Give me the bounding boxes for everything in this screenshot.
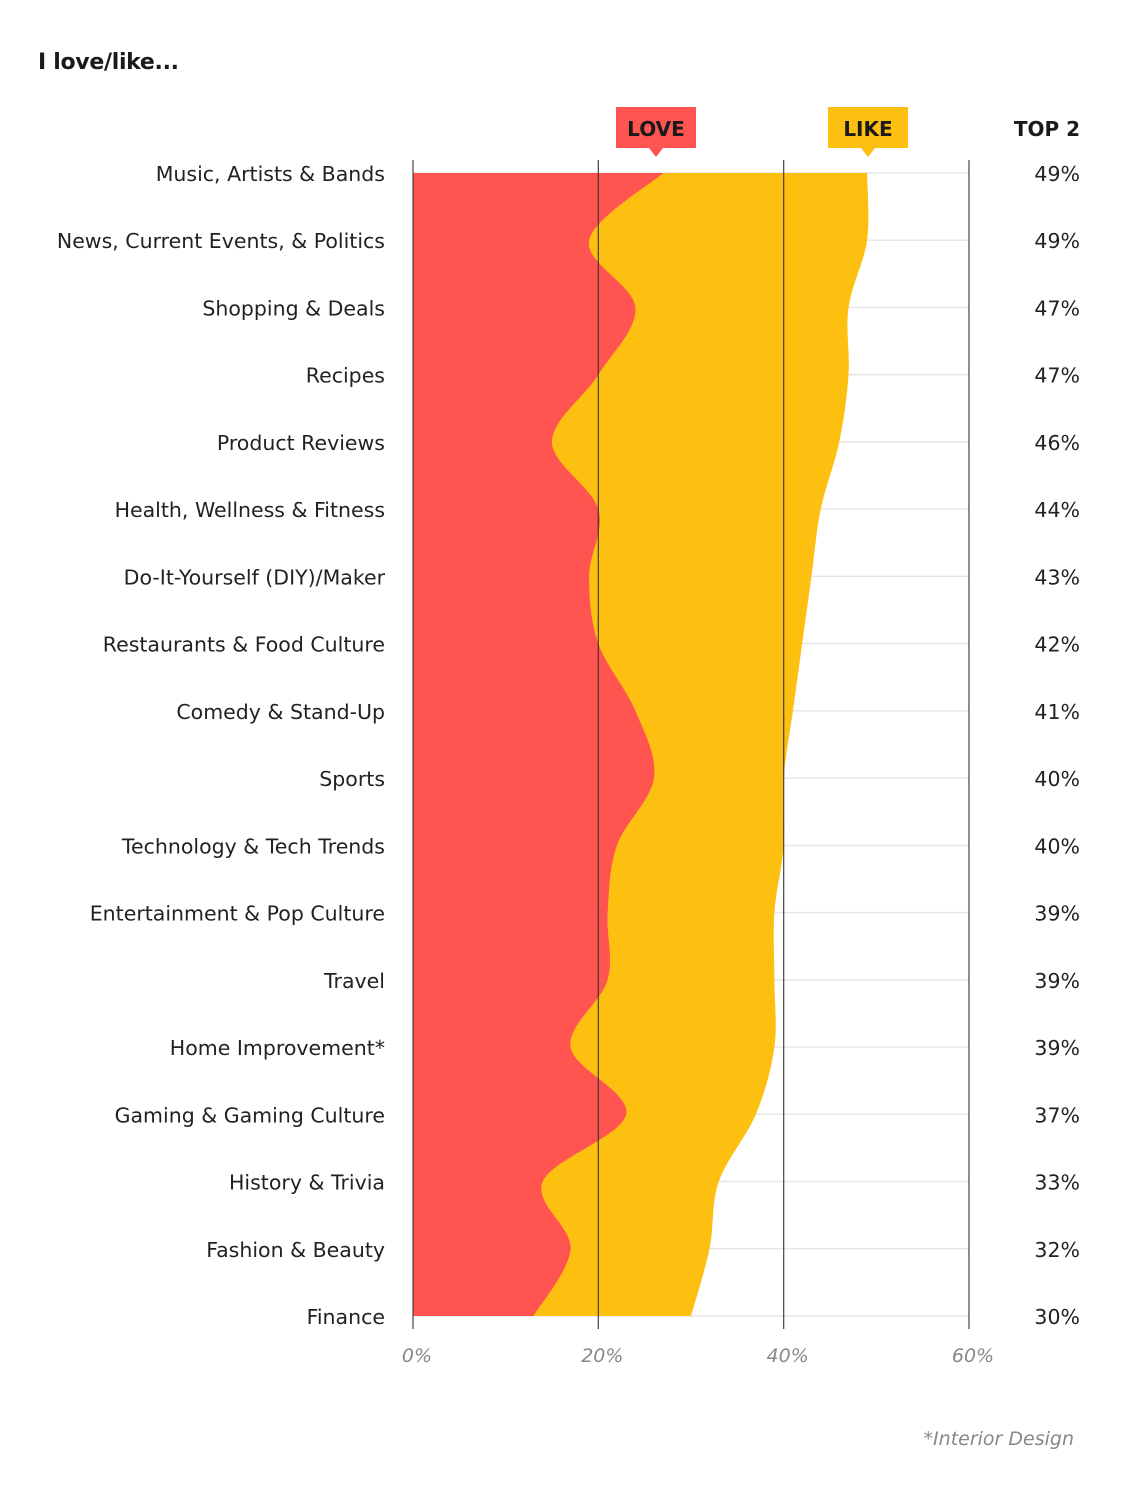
legend-like: LIKE [828, 107, 908, 157]
category-label: Fashion & Beauty [206, 1238, 385, 1262]
category-label: Health, Wellness & Fitness [115, 498, 385, 522]
axis-lines [412, 160, 970, 1329]
top2-value: 30% [1034, 1305, 1080, 1329]
category-label: Travel [323, 969, 385, 993]
top2-value: 49% [1034, 229, 1080, 253]
category-label: Finance [307, 1305, 385, 1329]
x-tick-label: 20% [581, 1345, 623, 1367]
category-label: Comedy & Stand-Up [176, 700, 385, 724]
footnote: *Interior Design [923, 1428, 1074, 1450]
category-label: Technology & Tech Trends [121, 834, 385, 858]
category-labels: Music, Artists & Bands News, Current Even… [57, 162, 386, 1329]
like-badge-label: LIKE [843, 117, 892, 141]
x-tick-label: 60% [952, 1345, 994, 1367]
category-label: Entertainment & Pop Culture [90, 902, 385, 926]
legend-love: LOVE [616, 107, 696, 157]
love-badge-label: LOVE [627, 117, 685, 141]
top2-value: 37% [1034, 1103, 1080, 1127]
love-badge-shape [616, 107, 696, 157]
top2-value: 39% [1034, 969, 1080, 993]
top2-header: TOP 2 [1014, 117, 1080, 141]
category-label: News, Current Events, & Politics [57, 229, 385, 253]
category-label: Restaurants & Food Culture [103, 633, 385, 657]
category-label: Shopping & Deals [202, 296, 385, 320]
x-tick-label: 40% [767, 1345, 809, 1367]
category-label: Recipes [306, 364, 385, 388]
top2-value: 47% [1034, 296, 1080, 320]
category-label: Home Improvement* [170, 1036, 385, 1060]
x-tick-label: 0% [402, 1345, 432, 1367]
top2-value: 46% [1034, 431, 1080, 455]
top2-value: 39% [1034, 902, 1080, 926]
top2-value: 47% [1034, 364, 1080, 388]
top2-value: 40% [1034, 767, 1080, 791]
top2-value: 42% [1034, 633, 1080, 657]
love-area [413, 173, 664, 1316]
top2-value: 49% [1034, 162, 1080, 186]
chart-title: I love/like... [38, 50, 179, 75]
x-tick-labels: 0% 20% 40% 60% [402, 1345, 994, 1367]
top2-value: 41% [1034, 700, 1080, 724]
category-label: Sports [319, 767, 385, 791]
top2-value: 43% [1034, 565, 1080, 589]
top2-value: 44% [1034, 498, 1080, 522]
category-label: Product Reviews [217, 431, 385, 455]
top2-values: 49% 49% 47% 47% 46% 44% 43% 42% 41% 40% 40% 39% 39% 3… [1034, 162, 1080, 1329]
top2-value: 33% [1034, 1171, 1080, 1195]
category-label: Music, Artists & Bands [156, 162, 385, 186]
legend: LOVE LIKE TOP 2 [616, 107, 1080, 157]
top2-value: 32% [1034, 1238, 1080, 1262]
top2-value: 39% [1034, 1036, 1080, 1060]
category-label: Do-It-Yourself (DIY)/Maker [124, 565, 386, 589]
top2-value: 40% [1034, 834, 1080, 858]
category-label: History & Trivia [229, 1171, 385, 1195]
category-label: Gaming & Gaming Culture [115, 1103, 385, 1127]
like-badge-shape [828, 107, 908, 157]
